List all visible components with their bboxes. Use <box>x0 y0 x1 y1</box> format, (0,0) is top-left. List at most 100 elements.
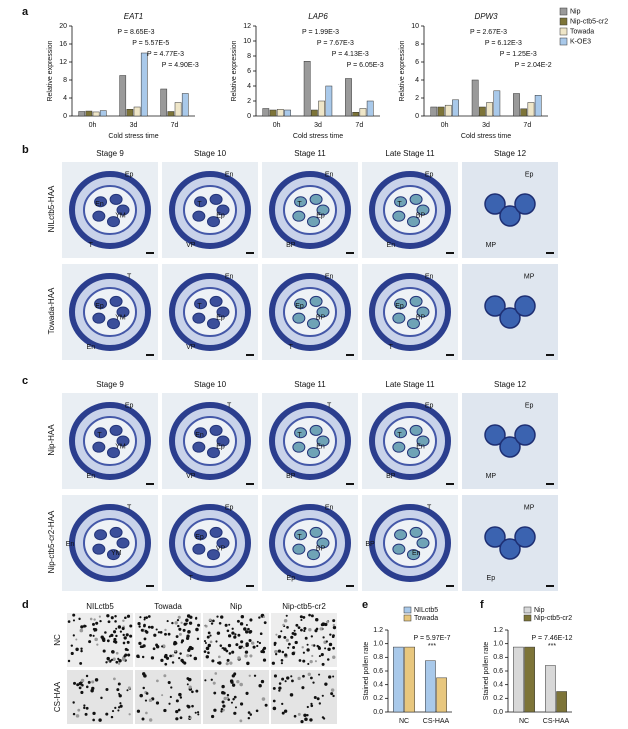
pollen <box>209 424 223 436</box>
panel-letter: a <box>22 6 29 18</box>
pollen-grain <box>157 631 161 634</box>
pollen-grain <box>87 680 91 684</box>
pollen-grain <box>310 702 313 706</box>
pollen-grain <box>245 624 248 627</box>
pollen-grain <box>225 662 229 666</box>
pollen <box>92 441 106 453</box>
pollen-grain <box>328 642 333 647</box>
cell-label: YM <box>115 213 126 220</box>
pollen-grain <box>117 662 121 665</box>
pollen-grain <box>92 718 95 722</box>
cell-label: Ep <box>487 575 496 582</box>
annotation: P = 1.99E-3 <box>302 29 339 36</box>
stage-header: Stage 12 <box>494 149 527 158</box>
pollen-grain <box>289 693 294 697</box>
x-tick-label: NC <box>519 718 529 725</box>
x-tick-label: CS-HAA <box>543 718 570 725</box>
cell-label: En <box>325 505 334 512</box>
pollen-grain <box>205 655 209 659</box>
pollen <box>216 306 230 318</box>
bar <box>430 106 438 117</box>
x-axis-label: Cold stress time <box>293 133 343 140</box>
pollen-grain <box>67 620 71 623</box>
scale-bar <box>146 252 154 254</box>
pollen-grain <box>227 634 232 638</box>
scale-bar <box>146 585 154 587</box>
pollen-grain <box>75 714 80 718</box>
panel-letter: e <box>362 599 368 611</box>
pollen-grain <box>160 658 164 663</box>
pollen <box>514 193 536 215</box>
x-tick-label: CS-HAA <box>423 718 450 725</box>
pollen <box>316 537 330 549</box>
pollen <box>192 312 206 324</box>
pollen-grain <box>148 698 153 703</box>
bar <box>436 677 447 713</box>
pollen <box>192 210 206 222</box>
pollen-image <box>271 613 337 667</box>
cell-label: MP <box>524 505 535 512</box>
pollen-grain <box>185 636 190 640</box>
cell-label: Ep <box>125 403 134 410</box>
legend-label: Nip-ctb5-cr2 <box>534 615 572 622</box>
pollen-grain <box>283 635 287 639</box>
cell-label: T <box>197 201 202 208</box>
pollen-grain <box>92 711 96 716</box>
pollen-grain <box>247 716 251 720</box>
pollen-grain <box>75 638 78 641</box>
annotation: P = 2.67E-3 <box>470 29 507 36</box>
pollen-grain <box>176 618 180 622</box>
pollen-grain <box>178 632 182 636</box>
cell-label: Ep <box>225 505 234 512</box>
pollen-grain <box>302 659 306 663</box>
scale-bar <box>546 354 554 356</box>
pollen-grain <box>253 674 257 677</box>
pollen-grain <box>302 616 305 619</box>
y-tick-label: 6 <box>415 59 419 66</box>
pollen-grain <box>174 649 177 653</box>
pollen-grain <box>148 718 153 722</box>
pollen-grain <box>78 681 83 686</box>
pollen-grain <box>226 693 230 697</box>
scale-bar <box>546 252 554 254</box>
cell-label: En <box>225 274 234 281</box>
y-tick-label: 2 <box>415 95 419 102</box>
stage-header: Stage 11 <box>294 380 326 389</box>
cell-label: BP <box>316 315 326 322</box>
y-tick-label: 0 <box>415 113 419 120</box>
bar <box>311 109 318 117</box>
y-tick-label: 0.2 <box>373 695 383 702</box>
pollen-grain <box>314 660 317 663</box>
pollen-grain <box>175 635 179 638</box>
x-tick-label: 0h <box>273 122 281 129</box>
cell-label: En <box>325 274 334 281</box>
pollen-grain <box>310 676 313 680</box>
cell-label: MP <box>486 473 497 480</box>
pollen-grain <box>107 660 110 663</box>
pollen-grain <box>126 689 129 692</box>
pollen <box>409 295 423 307</box>
pollen-grain <box>118 694 122 698</box>
x-tick-label: NC <box>399 718 409 725</box>
pollen-grain <box>216 631 221 635</box>
pollen-grain <box>80 649 83 653</box>
pollen-grain <box>332 694 335 698</box>
pollen-grain <box>70 651 74 656</box>
pollen-grain <box>138 625 141 628</box>
pollen-grain <box>169 654 172 658</box>
pollen-grain <box>221 691 225 695</box>
pollen-grain <box>112 630 117 634</box>
pollen-grain <box>145 630 149 634</box>
pollen-grain <box>249 713 253 716</box>
pollen <box>206 549 220 561</box>
pollen-grain <box>196 637 200 641</box>
pollen <box>392 543 406 555</box>
pollen-grain <box>244 654 248 658</box>
pollen-grain <box>303 713 307 718</box>
legend-label: Towada <box>570 28 594 35</box>
pollen-grain <box>144 699 148 702</box>
pollen-grain <box>191 704 194 708</box>
pollen-grain <box>293 629 296 632</box>
cell-label: En <box>416 444 425 451</box>
pollen-grain <box>99 619 102 623</box>
